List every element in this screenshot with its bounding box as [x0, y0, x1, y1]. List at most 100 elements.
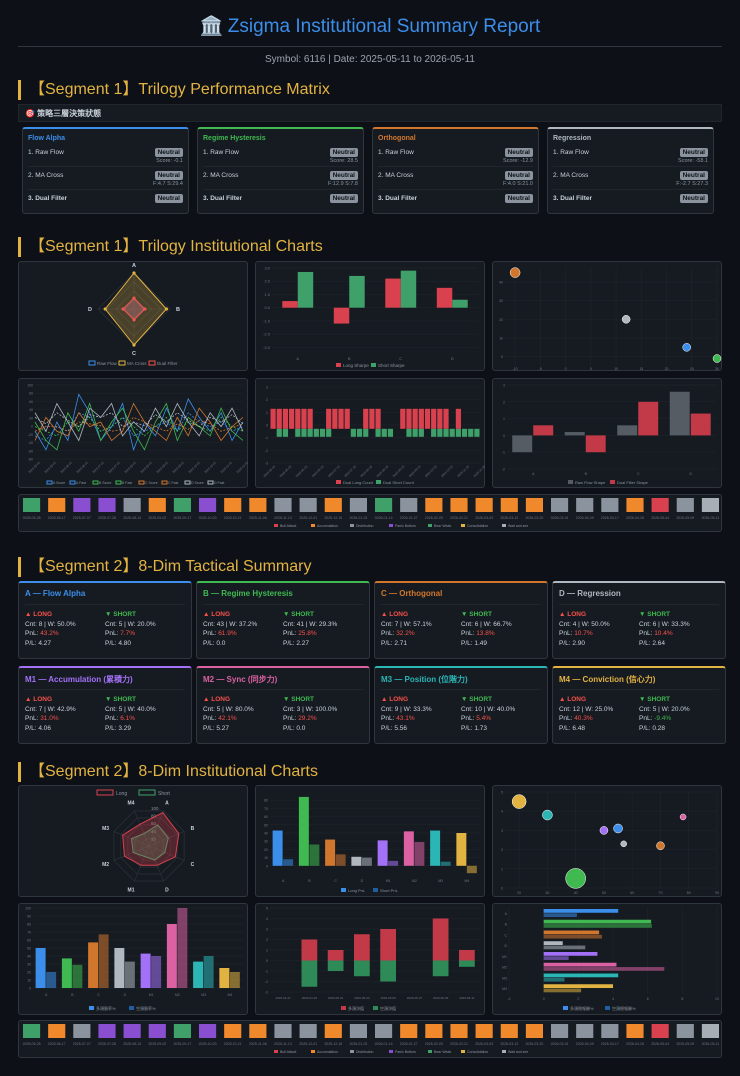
- regime-cell: [626, 1024, 644, 1038]
- regime-date: 2025-10-03: [199, 1042, 217, 1046]
- legend-label: Wait and see: [508, 524, 528, 528]
- y-tick-label: 0: [503, 434, 505, 438]
- pnl-label: PnL:: [461, 630, 477, 637]
- dim-short-column: ▼ SHORT Cnt: 41 | W: 29.3% PnL: 25.8% P/L: …: [283, 610, 363, 648]
- y-tick-label: 80: [27, 923, 31, 927]
- dual-long-bar: [344, 408, 350, 429]
- x-tick-label: 70: [659, 891, 663, 895]
- dual-long-bar: [375, 408, 381, 429]
- dual-short-bar: [381, 428, 387, 437]
- legend-swatch: [138, 789, 156, 796]
- pnl-label: PnL:: [461, 715, 477, 722]
- pnl-label: PnL:: [381, 630, 397, 637]
- x-tick-label: 2025-07-01: [91, 460, 105, 474]
- radar-axis-label: C: [132, 351, 136, 357]
- shape-bar: [585, 435, 606, 453]
- regime-date: 2026-03-31: [551, 1042, 569, 1046]
- long-pnl-bar: [456, 833, 467, 866]
- x-tick-label: C: [97, 993, 100, 997]
- y-tick-label: 20: [264, 848, 268, 852]
- legend-swatch: [207, 480, 214, 485]
- pnl-label: PnL:: [559, 630, 575, 637]
- pnl-label: PnL:: [25, 630, 41, 637]
- bubble-point: [542, 809, 553, 821]
- dim-short-pnl: PnL: 5.4%: [461, 714, 541, 724]
- y-tick-label: 50: [264, 823, 268, 827]
- radar-axis-label: M1: [128, 887, 135, 893]
- regime-cell: [375, 498, 393, 512]
- legend-swatch: [46, 480, 53, 485]
- regime-cell: [525, 1024, 543, 1038]
- short-winrate-bar: [46, 972, 57, 988]
- regime-cell: [73, 1024, 91, 1038]
- long-pnl-bar: [298, 796, 309, 866]
- dual-long-bar: [276, 408, 282, 429]
- y-tick-label: -3.0: [263, 345, 271, 350]
- regime-date: 2025-09-17: [173, 1042, 191, 1046]
- matrix-card-title: Regime Hysteresis: [203, 135, 266, 142]
- y-tick-label: 0: [29, 987, 31, 991]
- dim-short-pf: P/L: 4.80: [105, 639, 132, 647]
- legend-swatch: [336, 363, 341, 367]
- matrix-row-label: 3. Dual Filter: [553, 195, 593, 202]
- y-tick-label: 40: [29, 408, 33, 412]
- short-winrate-bar: [151, 956, 162, 988]
- dim-card-title: M1 — Accumulation (累積力): [25, 675, 133, 684]
- dual-short-bar: [319, 428, 326, 437]
- radar-tick: 40: [151, 829, 157, 834]
- long-winrate-bar: [193, 961, 204, 988]
- regime-cell: [701, 498, 719, 512]
- dual-short-bar: [443, 428, 449, 437]
- x-tick-label: 2: [577, 997, 579, 1001]
- regime-cell: [701, 1024, 719, 1038]
- long-return-bar: [543, 952, 598, 956]
- regime-cell: [123, 1024, 141, 1038]
- matrix-row: 2. MA Cross Neutral: [553, 170, 708, 181]
- regime-date: 2025-05-28: [23, 1042, 41, 1046]
- status-badge: Neutral: [154, 171, 183, 180]
- long-net-bar: [354, 934, 370, 961]
- dim-long-label: ▲ LONG: [559, 611, 587, 618]
- legend-swatch: [461, 1050, 465, 1053]
- radar-axis-label: M4: [128, 801, 135, 807]
- y-tick-label: 3: [501, 829, 503, 833]
- matrix-row-label: 2. MA Cross: [28, 172, 64, 179]
- status-badge: Neutral: [679, 171, 708, 180]
- status-badge: Neutral: [504, 148, 533, 157]
- x-tick-label: 2025-06-01: [75, 460, 89, 474]
- regime-cell: [173, 1024, 191, 1038]
- regime-date: 2026-03-31: [551, 516, 569, 520]
- radar-spoke: [148, 845, 185, 861]
- matrix-row-score: Score: -0.1: [28, 158, 183, 167]
- dual-long-bar: [332, 408, 338, 429]
- pnl-label: PnL:: [25, 715, 41, 722]
- dim-long-column: ▲ LONG Cnt: 43 | W: 37.2% PnL: 61.9% P/L: 0…: [203, 610, 283, 648]
- x-tick-label: 2025-08-01: [139, 460, 153, 474]
- regime-date: 2026-04-17: [601, 516, 619, 520]
- dim-long-pf: P/L: 2.71: [381, 639, 408, 647]
- dim-short-pnl: PnL: 25.8%: [283, 629, 363, 639]
- short-net-bar: [380, 960, 396, 982]
- short-winrate-bar: [98, 934, 109, 988]
- radar-spoke: [148, 845, 164, 882]
- dim-long-label: ▲ LONG: [381, 696, 409, 703]
- y-tick-label: 30: [499, 299, 503, 303]
- regime-date: 2025-10-21: [224, 1042, 242, 1046]
- regime-date: 2025-09-17: [173, 516, 191, 520]
- x-tick-label: 2025-07-15: [343, 464, 357, 478]
- regime-date: 2026-01-14: [375, 1042, 393, 1046]
- regime-cell: [23, 498, 41, 512]
- legend-swatch: [118, 360, 126, 366]
- pnl-value: -9.4%: [654, 715, 672, 722]
- x-tick-label: 20: [665, 367, 669, 371]
- regime-date: 2026-02-21: [450, 516, 468, 520]
- legend-label: Raw Flow: [97, 361, 118, 366]
- y-tick-label: 0: [501, 355, 503, 359]
- total-return-panel: -2 0 2 4 6 8 10 A B C D M1 M2 M3 M4 多頭總報酬% 空頭總報酬%: [492, 903, 722, 1015]
- dim-long-label: ▲ LONG: [381, 611, 409, 618]
- short-return-bar: [543, 967, 665, 971]
- pnl-value: 29.2%: [298, 715, 317, 722]
- legend-label: B Fast: [122, 481, 132, 485]
- y-tick-label: 4: [501, 810, 503, 814]
- shape-bar: [690, 413, 711, 436]
